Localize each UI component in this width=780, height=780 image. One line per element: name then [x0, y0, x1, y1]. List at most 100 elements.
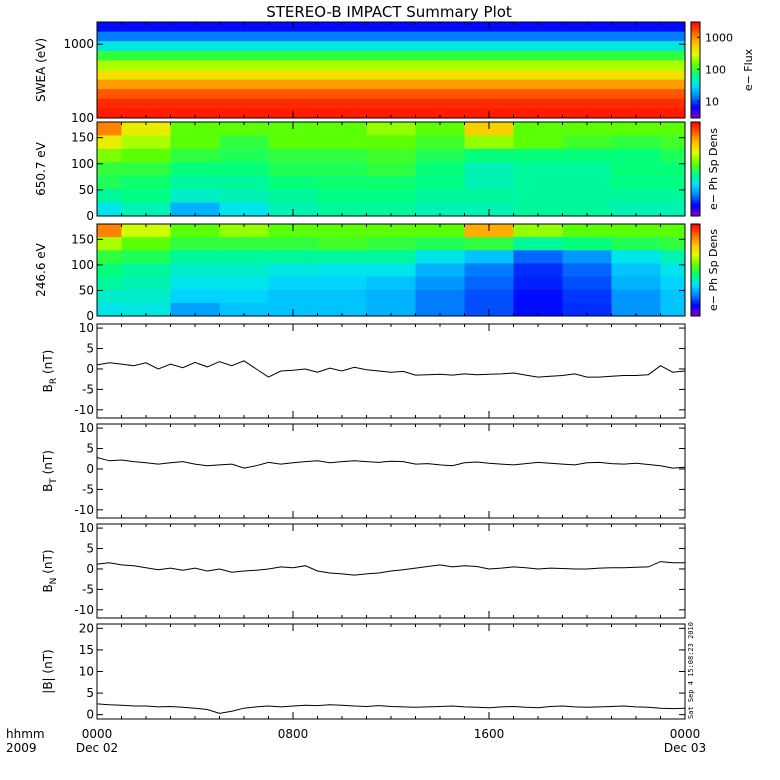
x-axis-hhmm-label: hhmm	[6, 727, 45, 741]
y-label-main: B	[41, 384, 55, 392]
x-tick-label: 0000	[670, 727, 701, 741]
heatmap-cell	[611, 250, 662, 265]
colorbar-tick-label: 1000	[705, 31, 733, 44]
heatmap-cell	[268, 162, 319, 177]
y-tick-label: 5	[86, 542, 94, 556]
colorbar-label: e− Ph Sp Dens	[707, 229, 720, 311]
heatmap-cell	[415, 148, 466, 163]
heatmap-cell	[660, 162, 685, 177]
heatmap-cell	[660, 202, 685, 216]
heatmap-cell	[268, 263, 319, 278]
heatmap-cell	[219, 135, 270, 150]
heatmap-cell	[97, 250, 123, 265]
heatmap-cell	[660, 276, 685, 291]
panel-frame	[96, 623, 686, 720]
heatmap-cell	[170, 175, 221, 190]
heatmap-cell	[317, 122, 368, 137]
heatmap-cell	[562, 224, 613, 238]
heatmap-cell	[660, 122, 685, 137]
y-label-unit: (nT)	[41, 350, 55, 378]
y-tick-label: 1000	[63, 37, 94, 51]
heatmap-cell	[97, 89, 685, 100]
colorbar-rect	[690, 121, 701, 217]
heatmap-cell	[415, 237, 466, 251]
heatmap-cell	[121, 148, 172, 163]
heatmap-cell	[611, 122, 662, 137]
heatmap-cell	[660, 302, 685, 316]
heatmap-cell	[611, 276, 662, 291]
heatmap-cell	[464, 148, 515, 163]
heatmap-cell	[268, 237, 319, 251]
bmag-series-line	[97, 703, 685, 714]
heatmap-cell	[121, 237, 172, 251]
heatmap-cell	[317, 250, 368, 265]
heatmap-cell	[366, 162, 417, 177]
y-axis-label: 246.6 eV	[34, 242, 48, 297]
heatmap-cell	[562, 189, 613, 204]
y-tick-label: -5	[82, 582, 94, 596]
heatmap-cell	[513, 302, 564, 316]
heatmap-cell	[562, 302, 613, 316]
heatmap-cell	[513, 122, 564, 137]
heatmap-cell	[268, 122, 319, 137]
colorbar-label: e− Ph Sp Dens	[707, 128, 720, 210]
heatmap-cell	[366, 202, 417, 216]
heatmap-cell	[464, 162, 515, 177]
x-tick-label: 1600	[474, 727, 505, 741]
heatmap-cell	[415, 202, 466, 216]
heatmap-cell	[170, 289, 221, 304]
heatmap-cell	[464, 189, 515, 204]
heatmap-cell	[170, 237, 221, 251]
bt-series-line	[97, 457, 685, 469]
colorbar-rect	[690, 21, 701, 119]
heatmap-cell	[366, 224, 417, 238]
heatmap-cell	[317, 135, 368, 150]
y-tick-label: -10	[74, 603, 94, 617]
heatmap-cell	[170, 276, 221, 291]
panel-bmag: 20 15 10 5 0 |B| (nT)	[41, 621, 686, 722]
y-label-unit: (nT)	[41, 450, 55, 478]
heatmap-cell	[317, 263, 368, 278]
y-axis-label: BN (nT)	[41, 549, 59, 592]
heatmap-cell	[464, 175, 515, 190]
y-tick-label: 0	[86, 462, 94, 476]
heatmap-cell	[366, 263, 417, 278]
heatmap-cell	[562, 175, 613, 190]
y-tick-label: 150	[71, 232, 94, 246]
heatmap-cell	[97, 289, 123, 304]
y-label-sub: T	[49, 478, 59, 485]
colorbar-tick-label: 100	[705, 63, 726, 76]
heatmap-cell	[170, 202, 221, 216]
y-axis-label: 650.7 eV	[34, 141, 48, 196]
y-label-main: B	[41, 484, 55, 492]
y-label-unit: (nT)	[41, 549, 55, 577]
heatmap-cell	[513, 237, 564, 251]
colorbar-tick-label: 10	[705, 95, 719, 108]
heatmap-cell	[121, 189, 172, 204]
y-tick-label: 10	[79, 421, 94, 435]
heatmap-cell	[317, 162, 368, 177]
heatmap-cell	[97, 31, 685, 42]
y-tick-label: 100	[71, 111, 94, 125]
y-label-sub: R	[49, 378, 59, 384]
heatmap-cell	[464, 135, 515, 150]
heatmap-cell	[366, 250, 417, 265]
y-tick-label: 10	[79, 665, 94, 679]
heatmap-cell	[268, 189, 319, 204]
heatmap-cell	[219, 189, 270, 204]
heatmap-cell	[97, 263, 123, 278]
y-tick-label: 100	[71, 157, 94, 171]
heatmap-cell	[170, 263, 221, 278]
heatmap-cell	[121, 135, 172, 150]
heatmap-cell	[366, 237, 417, 251]
heatmap-cell	[513, 276, 564, 291]
heatmap-cell	[219, 289, 270, 304]
heatmap-cell	[513, 289, 564, 304]
y-axis-label: BT (nT)	[41, 450, 59, 492]
panel-bn: 10 5 0 -5 -10 BN (nT)	[41, 521, 686, 619]
panel-frame	[96, 223, 686, 317]
pad650-heatmap	[97, 122, 685, 216]
y-tick-label: -10	[74, 403, 94, 417]
heatmap-cell	[170, 122, 221, 137]
